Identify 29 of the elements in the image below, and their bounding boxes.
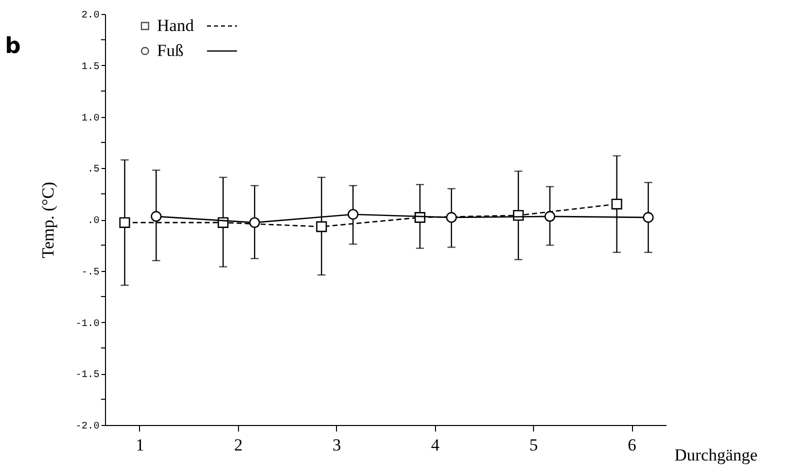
x-axis-title: Durchgänge (674, 446, 758, 464)
y-tick-label: -1.0 (75, 318, 100, 330)
y-tick-label: 1.5 (81, 62, 100, 73)
point (348, 208, 358, 220)
point (316, 221, 327, 232)
point (642, 212, 654, 223)
point (249, 217, 260, 228)
text: b (5, 34, 21, 59)
y-tick-label: .5 (87, 164, 100, 176)
y-axis-title: Temp. (°C) (38, 182, 58, 258)
x-tick-label: 4 (430, 436, 440, 454)
y-tick-label: .0 (87, 216, 100, 227)
point (150, 211, 162, 222)
legend-label: Hand (157, 16, 194, 35)
x-tick-label: 3 (332, 436, 342, 454)
point (119, 217, 130, 228)
y-tick-label: -.5 (81, 267, 100, 278)
legend-label: Fuß (157, 41, 184, 60)
x-tick-label: 1 (136, 436, 144, 454)
y-tick-label: 2.0 (81, 10, 100, 22)
point (544, 211, 556, 222)
y-tick-label: 1.0 (81, 113, 100, 124)
point (446, 212, 457, 223)
x-tick-label: 5 (529, 436, 538, 454)
x-tick-label: 2 (234, 436, 243, 454)
y-tick-label: -2.0 (75, 422, 100, 432)
y-tick-label: -1.5 (75, 370, 100, 382)
x-tick-label: 6 (628, 436, 636, 454)
point (611, 198, 622, 210)
